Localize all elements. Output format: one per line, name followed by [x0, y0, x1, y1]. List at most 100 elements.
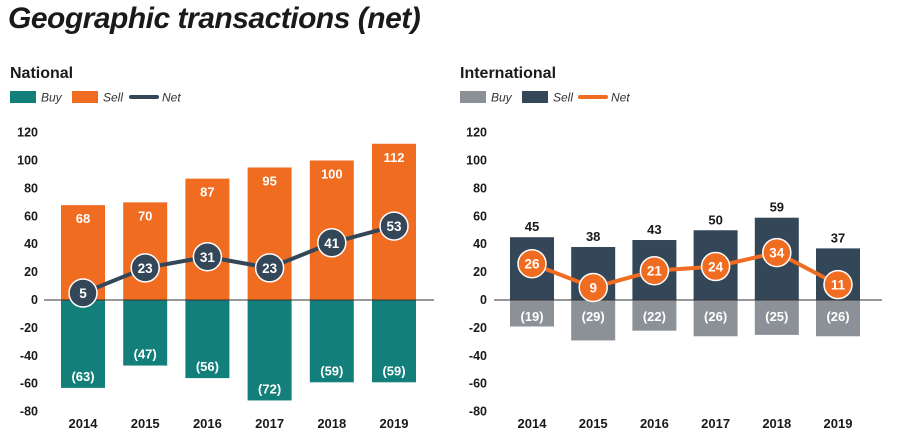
international-x-tick-label: 2019 — [824, 416, 853, 431]
international-sell-value-label: 43 — [647, 222, 661, 237]
international-net-marker — [823, 269, 853, 300]
international-legend-swatch-sell — [522, 91, 548, 103]
international-x-tick-label: 2015 — [579, 416, 608, 431]
national-net-marker — [254, 253, 285, 283]
international-x-tick-label: 2018 — [762, 416, 791, 431]
national-legend-label-net: Net — [162, 91, 181, 105]
national-y-tick-label: -40 — [20, 349, 38, 363]
national-chart-title: National — [10, 65, 73, 82]
international-bar-buy-2015 — [571, 300, 616, 341]
national-y-tick-label: 80 — [24, 181, 38, 195]
international-y-tick-label: 120 — [466, 126, 487, 140]
national-buy-value-label: (47) — [134, 347, 157, 362]
national-y-tick-label: 100 — [17, 154, 38, 168]
international-buy-value-label: (26) — [826, 309, 849, 324]
national-legend-swatch-buy — [10, 91, 36, 103]
international-legend-label-sell: Sell — [553, 91, 573, 105]
international-bar-buy-2019 — [816, 300, 860, 337]
international-net-marker — [639, 255, 670, 286]
international-bar-buy-2016 — [632, 300, 677, 331]
international-y-tick-label: 0 — [480, 293, 487, 307]
national-sell-value-label: 100 — [321, 167, 343, 182]
international-y-tick-label: 80 — [473, 181, 487, 195]
national-x-tick-label: 2015 — [131, 416, 160, 431]
international-sell-value-label: 37 — [831, 230, 845, 245]
national-net-value-label: 5 — [79, 286, 87, 301]
international-sell-value-label: 59 — [770, 200, 784, 215]
international-net-value-label: 26 — [524, 257, 540, 272]
national-y-tick-label: 60 — [24, 209, 38, 223]
national-net-marker — [317, 228, 347, 258]
international-net-value-label: 9 — [589, 280, 597, 295]
national-legend-label-sell: Sell — [103, 91, 123, 105]
international-y-tick-label: -80 — [469, 405, 487, 419]
international-net-value-label: 11 — [831, 278, 846, 293]
national-sell-value-label: 112 — [384, 150, 405, 165]
national-net-value-label: 23 — [262, 261, 278, 276]
international-buy-value-label: (25) — [765, 309, 788, 324]
international-y-tick-label: -60 — [469, 377, 487, 391]
international-y-tick-label: 100 — [466, 154, 487, 168]
national-bar-buy-2016 — [185, 300, 230, 379]
national-net-value-label: 41 — [324, 236, 340, 251]
page-title: Geographic transactions (net) — [8, 2, 421, 35]
international-legend-label-net: Net — [611, 91, 630, 105]
national-net-value-label: 53 — [386, 219, 402, 234]
national-legend-swatch-sell — [72, 91, 98, 103]
national-net-marker — [68, 278, 98, 308]
international-net-marker — [517, 248, 547, 279]
national-y-tick-label: 40 — [24, 237, 38, 251]
international-legend-swatch-buy — [460, 91, 486, 103]
national-y-tick-label: 120 — [17, 126, 38, 140]
national-y-tick-label: -20 — [20, 321, 38, 335]
national-bar-sell-2016 — [185, 178, 230, 300]
international-buy-value-label: (26) — [704, 309, 727, 324]
national-buy-value-label: (56) — [196, 359, 219, 374]
national-legend-label-buy: Buy — [41, 91, 63, 105]
national-buy-value-label: (59) — [382, 363, 405, 378]
national-x-tick-label: 2016 — [193, 416, 222, 431]
national-bar-buy-2015 — [123, 300, 168, 366]
international-buy-value-label: (19) — [520, 309, 543, 324]
national-sell-value-label: 70 — [138, 208, 152, 223]
international-net-marker — [578, 272, 608, 303]
national-net-marker — [192, 242, 223, 272]
international-y-tick-label: 40 — [473, 237, 487, 251]
national-x-tick-label: 2014 — [69, 416, 99, 431]
national-net-value-label: 23 — [138, 261, 154, 276]
international-net-marker — [762, 237, 792, 268]
international-net-value-label: 21 — [647, 264, 663, 279]
national-buy-value-label: (72) — [258, 381, 281, 396]
national-sell-value-label: 95 — [262, 173, 276, 188]
national-sell-value-label: 68 — [76, 211, 90, 226]
national-net-marker — [130, 253, 160, 283]
international-net-value-label: 34 — [769, 246, 785, 261]
international-bar-buy-2018 — [754, 300, 799, 335]
international-y-tick-label: -40 — [469, 349, 487, 363]
national-bar-sell-2015 — [123, 202, 168, 300]
international-net-marker — [700, 251, 731, 282]
national-net-marker — [379, 211, 409, 241]
national-bar-buy-2014 — [61, 300, 105, 388]
national-x-tick-label: 2017 — [255, 416, 284, 431]
national-y-tick-label: -60 — [20, 377, 38, 391]
national-y-tick-label: -80 — [20, 405, 38, 419]
international-bar-buy-2017 — [693, 300, 738, 337]
international-y-tick-label: 20 — [473, 265, 487, 279]
international-legend-label-buy: Buy — [491, 91, 513, 105]
international-x-tick-label: 2017 — [701, 416, 730, 431]
national-y-tick-label: 20 — [24, 265, 38, 279]
national-buy-value-label: (63) — [71, 369, 94, 384]
international-sell-value-label: 38 — [586, 229, 600, 244]
national-bar-buy-2018 — [309, 300, 354, 383]
international-x-tick-label: 2016 — [640, 416, 669, 431]
national-x-tick-label: 2019 — [380, 416, 409, 431]
international-sell-value-label: 50 — [708, 212, 722, 227]
international-bar-buy-2014 — [510, 300, 554, 327]
international-y-tick-label: -20 — [469, 321, 487, 335]
international-y-tick-label: 60 — [473, 209, 487, 223]
international-sell-value-label: 45 — [525, 219, 539, 234]
national-bar-buy-2019 — [372, 300, 416, 383]
national-sell-value-label: 87 — [200, 185, 214, 200]
